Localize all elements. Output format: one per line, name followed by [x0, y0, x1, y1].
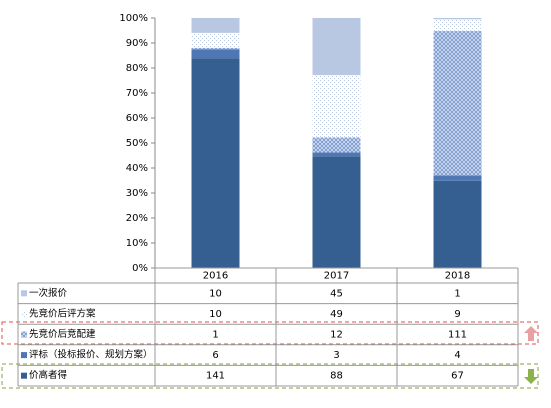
y-tick-label: 30% [126, 188, 148, 199]
legend-label: 一次报价 [29, 287, 68, 299]
highlight-box-down [1, 363, 539, 389]
y-tick-label: 20% [126, 213, 148, 224]
x-tick-label: 2018 [445, 271, 470, 282]
bar-segment [191, 47, 240, 50]
y-tick-label: 100% [119, 13, 148, 24]
table-cell: 1 [454, 288, 460, 299]
table-cell: 67 [451, 371, 464, 382]
legend-swatch [21, 290, 27, 297]
y-tick-label: 10% [126, 238, 148, 249]
y-tick-label: 70% [126, 88, 148, 99]
table-cell: 45 [330, 288, 343, 299]
bar-segment [312, 156, 361, 268]
legend-swatch [21, 310, 27, 317]
bar-segment [191, 58, 240, 268]
y-tick-label: 80% [126, 63, 148, 74]
table-cell: 10 [209, 309, 222, 320]
legend-swatch [21, 372, 27, 379]
legend-swatch [21, 331, 27, 338]
bar-segment [433, 19, 482, 32]
table-cell: 3 [333, 350, 339, 361]
y-tick-label: 50% [126, 138, 148, 149]
table-cell: 9 [454, 309, 460, 320]
table-cell: 12 [330, 330, 343, 341]
legend-swatch [21, 352, 27, 359]
x-tick-label: 2016 [203, 271, 228, 282]
bar-segment [312, 75, 361, 138]
legend-label: 先竞价后评方案 [29, 307, 96, 319]
table-cell: 88 [330, 371, 343, 382]
bar-segment [191, 18, 240, 33]
table-cell: 1 [212, 330, 218, 341]
table-cell: 4 [454, 350, 460, 361]
bar-segment [433, 180, 482, 268]
table-cell: 141 [206, 371, 225, 382]
up-arrow [524, 326, 538, 341]
table-cell: 49 [330, 309, 343, 320]
bar-segment [191, 32, 240, 48]
bar-segment [433, 175, 482, 181]
legend-label: 先竞价后竞配建 [29, 328, 96, 340]
y-tick-label: 0% [132, 263, 148, 274]
bar-segment [433, 31, 482, 176]
bar-segment [312, 152, 361, 157]
y-tick-label: 40% [126, 163, 148, 174]
legend-label: 评标（投标报价、规划方案） [29, 349, 153, 361]
bar-segment [312, 137, 361, 153]
bar-segment [312, 18, 361, 76]
legend-label: 价高者得 [29, 369, 68, 381]
y-tick-label: 60% [126, 113, 148, 124]
y-tick-label: 90% [126, 38, 148, 49]
x-tick-label: 2017 [324, 271, 349, 282]
table-cell: 6 [212, 350, 218, 361]
table-cell: 111 [448, 330, 467, 341]
table-cell: 10 [209, 288, 222, 299]
bar-segment [191, 49, 240, 59]
bar-segment [433, 18, 482, 20]
down-arrow [524, 369, 538, 384]
